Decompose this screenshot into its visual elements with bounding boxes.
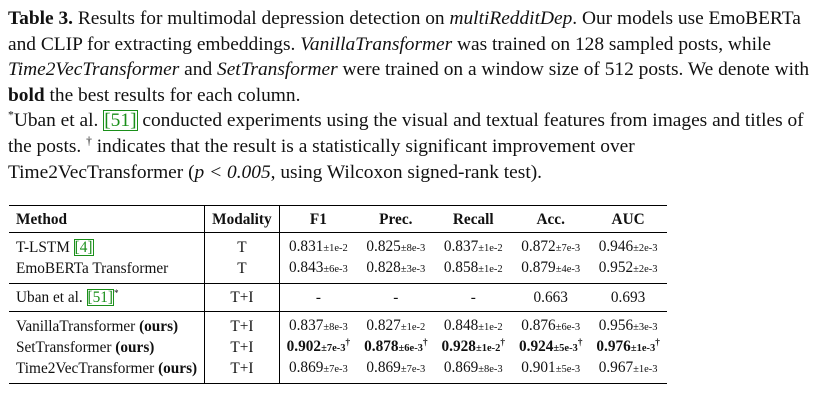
table-row: SetTransformer (ours) T+I 0.902±7e-3† 0.…: [9, 337, 667, 358]
caption-text: , using Wilcoxon signed-rank test).: [270, 161, 543, 183]
method-cell: SetTransformer (ours): [9, 337, 206, 358]
caption-text: and: [179, 59, 217, 81]
citation-link[interactable]: [51]: [86, 289, 115, 306]
recall-cell: 0.837±1e-2: [434, 232, 512, 258]
header-method: Method: [9, 205, 206, 233]
modality-cell: T: [204, 232, 280, 258]
caption-text: Results for multimodal depression detect…: [73, 8, 450, 29]
precision-cell: 0.869±7e-3: [357, 358, 435, 384]
f1-cell: 0.902±7e-3†: [286, 336, 351, 355]
table-row: T-LSTM [4] T 0.831±1e-2 0.825±8e-3 0.837…: [9, 232, 667, 258]
auc-cell: 0.976±1e-3†: [596, 336, 660, 355]
modality-cell: T+I: [204, 358, 280, 384]
recall-cell: 0.848±1e-2: [434, 311, 512, 337]
citation-number: 51: [110, 110, 131, 132]
auc-cell: 0.693: [589, 283, 667, 312]
citation-link[interactable]: [51]: [103, 110, 138, 132]
recall-cell: -: [434, 283, 512, 312]
method-cell: Time2VecTransformer (ours): [9, 358, 206, 384]
table-label: Table 3.: [8, 8, 74, 29]
model-name: Time2VecTransformer: [8, 59, 180, 81]
caption-text: were trained on a window size of 512 pos…: [337, 59, 810, 81]
header-auc: AUC: [589, 205, 667, 233]
table-row: Uban et al. [51]* T+I - - - 0.663 0.693: [9, 283, 667, 312]
results-table: Method Modality F1 Prec. Recall Acc. AUC…: [9, 205, 667, 384]
method-cell: EmoBERTa Transformer: [9, 258, 206, 284]
accuracy-cell: 0.876±6e-3: [511, 311, 590, 337]
recall-cell: 0.928±1e-2†: [441, 336, 505, 355]
precision-cell: 0.825±8e-3: [357, 232, 435, 258]
table-row: EmoBERTa Transformer T 0.843±6e-3 0.828±…: [9, 258, 667, 284]
table-row: Time2VecTransformer (ours) T+I 0.869±7e-…: [9, 358, 667, 384]
caption-text: conducted experiments using the visual a…: [8, 110, 804, 157]
caption-text: indicates that the result is a statistic…: [8, 135, 635, 183]
header-precision: Prec.: [357, 205, 435, 233]
caption-text: . Our models use EmoBERTa and CLIP for e…: [8, 8, 801, 55]
caption-text: the best results for each column.: [44, 84, 301, 106]
precision-cell: -: [357, 283, 435, 312]
header-recall: Recall: [434, 205, 512, 233]
accuracy-cell: 0.872±7e-3: [511, 232, 590, 258]
auc-cell: 0.946±2e-3: [589, 232, 667, 258]
modality-cell: T+I: [204, 337, 280, 358]
header-f1: F1: [279, 205, 358, 233]
caption-text: was trained on 128 sampled posts, while: [452, 33, 771, 55]
f1-cell: 0.869±7e-3: [279, 358, 358, 384]
precision-cell: 0.827±1e-2: [357, 311, 435, 337]
recall-cell: 0.869±8e-3: [434, 358, 512, 384]
precision-cell: 0.878±6e-3†: [364, 336, 428, 355]
recall-cell: 0.858±1e-2: [443, 259, 503, 276]
header-accuracy: Acc.: [511, 205, 590, 233]
caption-text: Uban et al.: [13, 110, 104, 132]
p-value-expression: p < 0.005: [194, 161, 271, 183]
accuracy-cell: 0.901±5e-3: [511, 358, 590, 384]
accuracy-cell: 0.663: [511, 283, 590, 312]
f1-cell: -: [279, 283, 358, 312]
dataset-name: multiRedditDep: [449, 8, 573, 29]
f1-cell: 0.837±8e-3: [279, 311, 358, 337]
method-cell: Uban et al. [51]*: [9, 283, 206, 312]
modality-cell: T: [204, 258, 280, 284]
f1-cell: 0.831±1e-2: [279, 232, 358, 258]
table-caption: Table 3. Results for multimodal depressi…: [8, 6, 812, 185]
model-name: SetTransformer: [217, 59, 338, 81]
header-modality: Modality: [204, 205, 280, 233]
precision-cell: 0.828±3e-3: [366, 259, 426, 276]
dagger-symbol: †: [86, 134, 92, 148]
method-cell: T-LSTM [4]: [9, 232, 206, 258]
model-name: VanillaTransformer: [300, 33, 453, 55]
footnote-star: *: [8, 108, 14, 122]
accuracy-cell: 0.924±5e-3†: [518, 336, 583, 355]
auc-cell: 0.956±3e-3: [589, 311, 667, 337]
modality-cell: T+I: [204, 283, 280, 312]
f1-cell: 0.843±6e-3: [288, 259, 348, 276]
auc-cell: 0.952±2e-3: [598, 259, 658, 276]
citation-link[interactable]: [4]: [73, 239, 94, 256]
table-row: VanillaTransformer (ours) T+I 0.837±8e-3…: [9, 311, 667, 337]
modality-cell: T+I: [204, 311, 280, 337]
caption-paragraph: Table 3. Results for multimodal depressi…: [8, 6, 812, 185]
bold-word: bold: [8, 84, 45, 106]
accuracy-cell: 0.879±4e-3: [521, 259, 581, 276]
method-cell: VanillaTransformer (ours): [9, 311, 206, 337]
auc-cell: 0.967±1e-3: [589, 358, 667, 384]
